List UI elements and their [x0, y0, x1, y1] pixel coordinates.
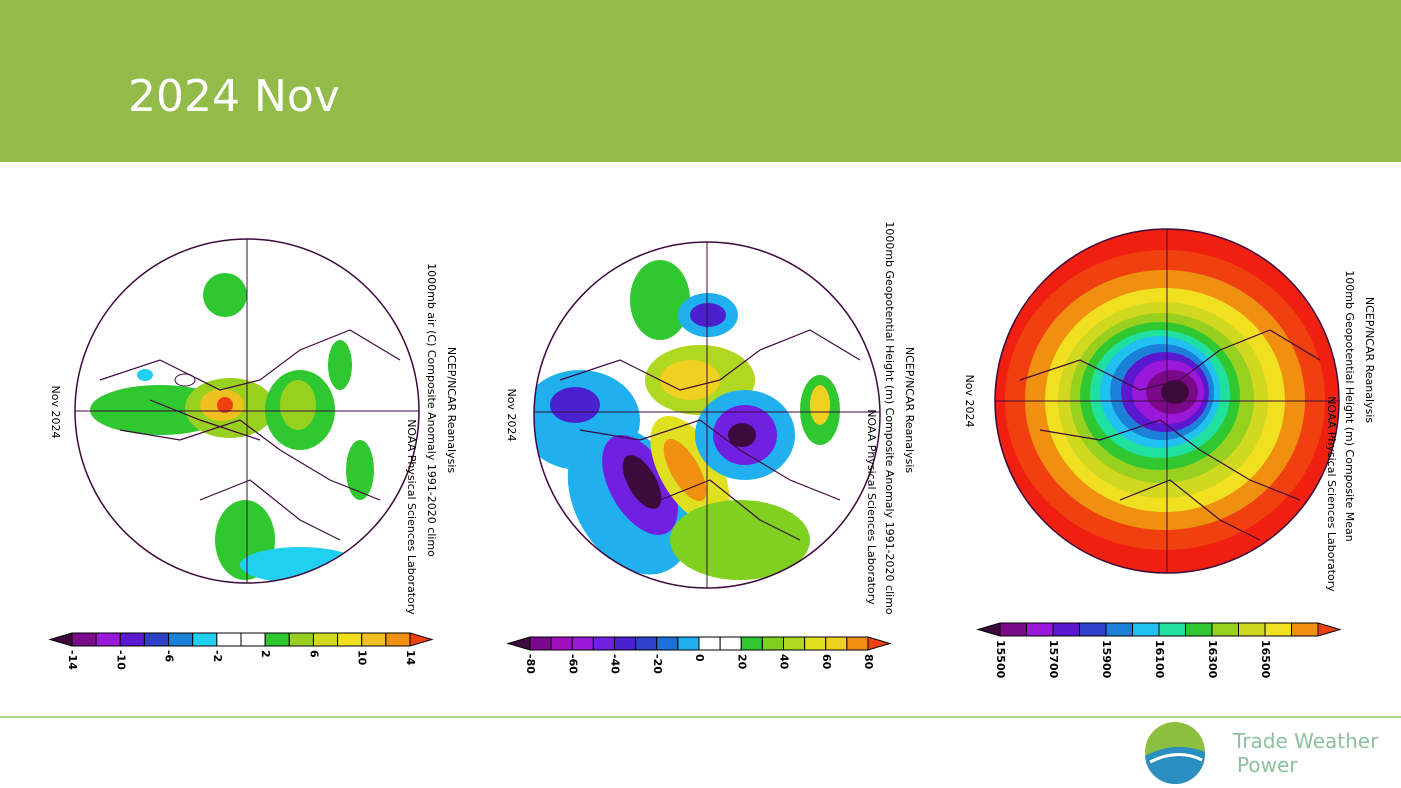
colorbar-segment [783, 636, 806, 651]
map-title: NCEP/NCAR Reanalysis [903, 347, 916, 473]
colorbar-tick-label: -80 [524, 654, 537, 674]
colorbar-segment [677, 636, 700, 651]
map-axes [534, 242, 880, 588]
colorbar-segment [337, 632, 363, 647]
colorbar-tick-label: 80 [862, 654, 875, 670]
colorbar-segment [1264, 622, 1292, 637]
colorbar-segment [635, 636, 658, 651]
header-bar [0, 0, 1401, 162]
colorbar-segment [999, 622, 1027, 637]
map-title: NCEP/NCAR Reanalysis [1363, 297, 1376, 423]
colorbar-tick-label: 10 [356, 650, 369, 666]
coastlines [99, 329, 401, 541]
slide-title: 2024 Nov [128, 71, 340, 122]
colorbar-segment [1291, 622, 1319, 637]
colorbar-segment [288, 632, 314, 647]
colorbar-tick-label: 15700 [1047, 640, 1060, 679]
colorbar-segment [825, 636, 848, 651]
colorbar-segment [804, 636, 827, 651]
colorbar-segment [1105, 622, 1133, 637]
colorbar-segment [1185, 622, 1213, 637]
colorbar-segment [1158, 622, 1186, 637]
colorbar-tick-label: 16300 [1206, 640, 1219, 679]
colorbar-segment [312, 632, 339, 647]
colorbar-segment [216, 632, 242, 647]
map-title: NOAA Physical Sciences Laboratory [405, 419, 418, 615]
colorbar-tick-label: -6 [163, 650, 176, 663]
colorbar-segment [592, 636, 615, 651]
colorbar-segment [656, 636, 679, 651]
colorbar-tick-label: 6 [307, 650, 320, 658]
colorbar-segment [1026, 622, 1054, 637]
brand-name: Trade Weather [1232, 729, 1379, 753]
coastlines [1019, 329, 1321, 541]
map-title: NOAA Physical Sciences Laboratory [865, 409, 878, 605]
colorbar-tick-label: 16500 [1259, 640, 1272, 679]
map-axes [75, 239, 419, 583]
colorbar-segment [1211, 622, 1239, 637]
colorbar-segment [846, 636, 869, 651]
colorbar-tick-label: 16100 [1153, 640, 1166, 679]
colorbar-segment [71, 632, 97, 647]
colorbar-segment [119, 632, 145, 647]
colorbar-segment [550, 636, 573, 651]
colorbar-segment [719, 636, 742, 651]
coastlines [559, 329, 861, 541]
colorbar-tick-label: 2 [259, 650, 272, 658]
date-label: Nov 2024 [505, 389, 518, 442]
map-title: NOAA Physical Sciences Laboratory [1325, 396, 1338, 592]
logo [1145, 722, 1206, 785]
colorbar-segment [192, 632, 218, 647]
colorbar-segment [240, 632, 266, 647]
colorbar-segment [698, 636, 721, 651]
colorbar-segment [1238, 622, 1266, 637]
colorbar-segment [571, 636, 594, 651]
map-title: 100mb Geopotential Height (m) Composite … [1343, 270, 1356, 541]
colorbar-tick-label: 20 [735, 654, 748, 670]
colorbar-segment [264, 632, 290, 647]
colorbar-tick-label: -10 [114, 650, 127, 670]
colorbar-segment [95, 632, 121, 647]
brand-name: Power [1237, 753, 1298, 777]
date-label: Nov 2024 [49, 386, 62, 439]
colorbar-segment [1132, 622, 1160, 637]
colorbar-tick-label: -2 [211, 650, 224, 662]
colorbar-segment [614, 636, 637, 651]
colorbar-segment [529, 636, 552, 651]
colorbar-tick-label: -20 [651, 654, 664, 674]
colorbar-tick-label: 15500 [994, 640, 1007, 679]
colorbar-segment [385, 632, 411, 647]
colorbar-segment [361, 632, 387, 647]
colorbar-tick-label: -14 [66, 650, 79, 670]
date-label: Nov 2024 [963, 375, 976, 428]
colorbar-segment [1079, 622, 1107, 637]
colorbar-segment [1052, 622, 1080, 637]
colorbar-tick-label: -40 [609, 654, 622, 674]
map-axes [995, 229, 1339, 573]
colorbar-segment [740, 636, 763, 651]
map-title: 1000mb Geopotential Height (m) Composite… [883, 221, 896, 615]
colorbar-tick-label: 60 [820, 654, 833, 670]
colorbar-tick-label: 40 [778, 654, 791, 670]
colorbar-tick-label: -60 [566, 654, 579, 674]
colorbar-segment [143, 632, 170, 647]
map-title: NCEP/NCAR Reanalysis [445, 347, 458, 473]
colorbar-segment [168, 632, 194, 647]
colorbar-tick-label: 15900 [1100, 640, 1113, 679]
colorbar-tick-label: 0 [693, 654, 706, 662]
colorbar-segment [761, 636, 784, 651]
colorbar-tick-label: 14 [404, 650, 417, 666]
map-title: 1000mb air (C) Composite Anomaly 1991-20… [425, 263, 438, 557]
